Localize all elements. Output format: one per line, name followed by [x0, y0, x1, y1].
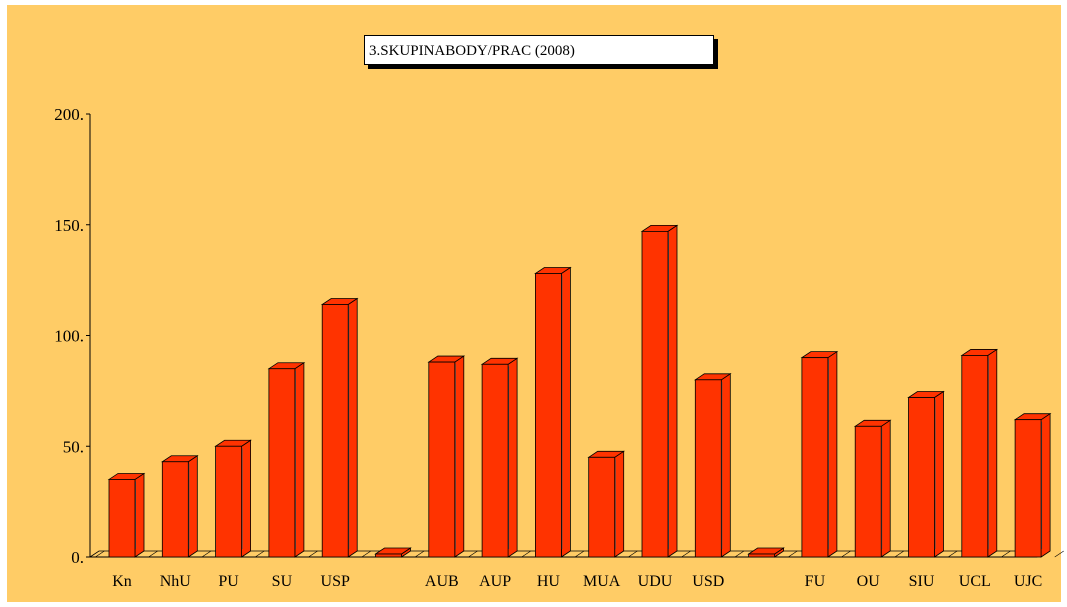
bar — [801, 357, 829, 558]
x-tick — [841, 550, 851, 558]
bar — [535, 273, 562, 558]
y-tick-label: 100. — [54, 327, 84, 346]
x-tick — [255, 550, 265, 558]
x-tick — [574, 550, 585, 558]
bar — [908, 397, 935, 558]
bar — [1014, 419, 1042, 558]
category-label: USP — [321, 573, 350, 590]
x-tick — [734, 550, 745, 558]
bar — [375, 553, 402, 558]
category-label: AUP — [479, 573, 511, 590]
category-label: OU — [857, 573, 881, 590]
x-tick — [414, 550, 425, 558]
category-label: PU — [218, 573, 239, 590]
bar-side — [561, 266, 571, 558]
bar-side — [667, 224, 678, 558]
bar-side — [294, 361, 305, 558]
bar — [588, 456, 616, 558]
x-tick — [1001, 550, 1011, 558]
bar — [161, 461, 189, 558]
x-tick — [95, 550, 105, 558]
x-tick — [148, 550, 158, 558]
bar — [854, 425, 882, 558]
bar-side — [187, 455, 198, 558]
bar — [108, 479, 136, 558]
bar-side — [507, 357, 518, 558]
y-tick-label: 150. — [54, 216, 84, 235]
category-label: UJC — [1014, 573, 1042, 590]
y-tick-label: 50. — [63, 437, 84, 456]
x-tick — [361, 550, 372, 558]
x-tick — [521, 550, 531, 558]
x-tick — [468, 550, 478, 558]
y-tick-label: 0. — [71, 548, 84, 567]
category-label: SU — [272, 573, 293, 590]
x-tick — [308, 550, 318, 558]
category-label: FU — [805, 573, 826, 590]
x-tick — [681, 550, 691, 558]
bar — [268, 368, 296, 558]
category-label: UDU — [638, 573, 673, 590]
bar-side — [987, 348, 998, 558]
bar-side — [134, 472, 145, 558]
bar — [321, 304, 349, 558]
bar-side — [347, 297, 358, 558]
bar-side — [1040, 412, 1051, 558]
bar — [641, 230, 669, 558]
x-tick — [788, 550, 798, 558]
x-tick — [1054, 550, 1064, 558]
y-tick-label: 200. — [54, 105, 84, 124]
category-label: MUA — [583, 573, 621, 590]
bar — [481, 363, 509, 558]
category-label: Kn — [112, 573, 132, 590]
x-tick — [628, 550, 638, 558]
x-tick — [894, 550, 905, 558]
bar-side — [880, 419, 891, 558]
bar-side — [614, 450, 625, 558]
bar — [748, 553, 775, 558]
category-label: UCL — [959, 573, 991, 590]
bar — [694, 379, 722, 558]
bar-side — [241, 439, 252, 558]
bar — [961, 355, 989, 558]
category-label: AUB — [425, 573, 459, 590]
x-tick — [201, 550, 212, 558]
category-label: NhU — [160, 573, 192, 590]
bar-side — [827, 350, 838, 558]
bar-side — [720, 373, 731, 558]
bar — [215, 445, 243, 558]
bar — [428, 361, 456, 558]
chart-title: 3.SKUPINABODY/PRAC (2008) — [364, 35, 714, 65]
bar-side — [934, 390, 944, 558]
category-label: HU — [537, 573, 561, 590]
category-label: SIU — [909, 573, 935, 590]
category-label: USD — [692, 573, 724, 590]
bar-side — [454, 355, 465, 558]
x-tick — [947, 550, 958, 558]
